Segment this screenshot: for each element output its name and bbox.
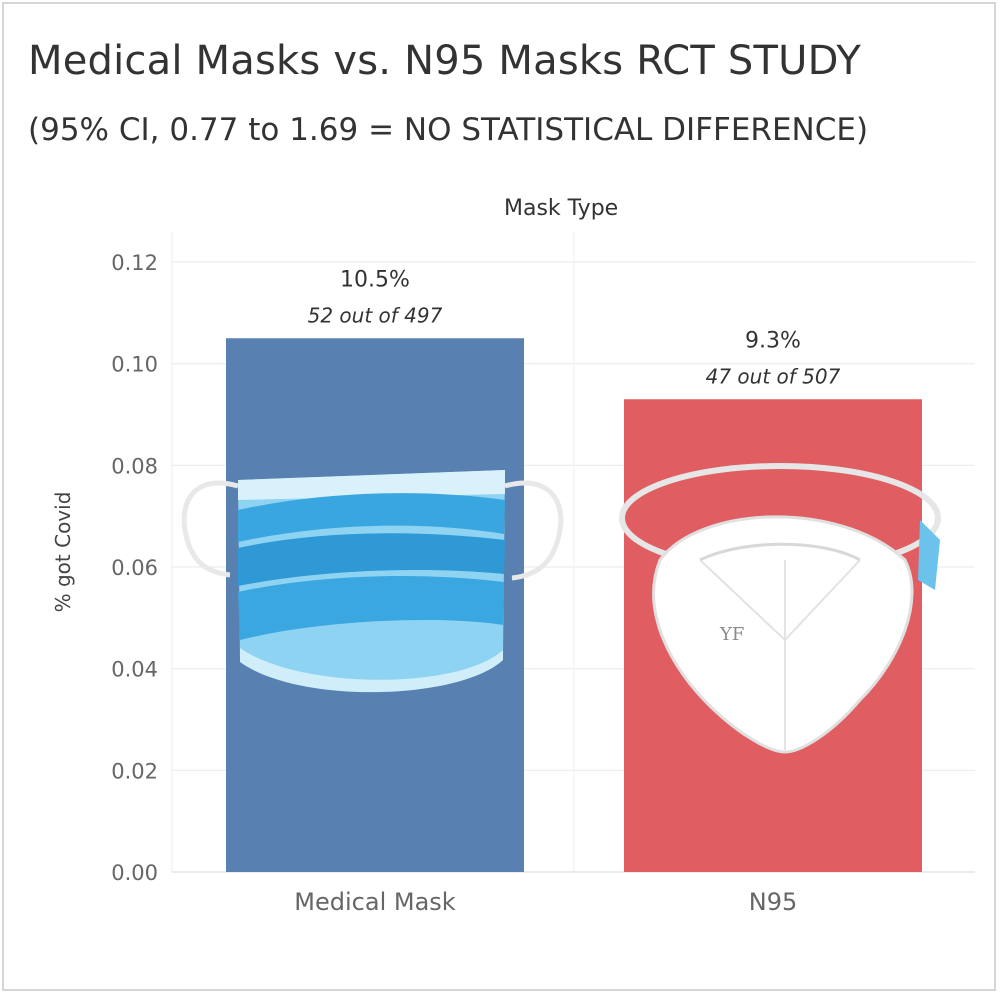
column-header: Mask Type: [504, 196, 619, 221]
surgical-mask-icon: [181, 470, 564, 693]
y-tick-label: 0.00: [111, 861, 158, 885]
mask-illustrations: YF: [181, 463, 941, 754]
chart-subtitle: (95% CI, 0.77 to 1.69 = NO STATISTICAL D…: [28, 112, 869, 148]
n95-respirator-icon: YF: [619, 463, 941, 754]
y-tick-label: 0.10: [111, 353, 158, 377]
count-label: 52 out of 497: [308, 303, 443, 327]
y-axis-label: % got Covid: [51, 492, 75, 613]
value-label: 9.3%: [745, 328, 801, 353]
y-tick-label: 0.04: [111, 658, 158, 682]
labels: 10.5% 52 out of 497 Medical Mask 9.3% 47 out…: [294, 267, 840, 916]
y-tick-label: 0.12: [111, 251, 158, 275]
y-tick-label: 0.02: [111, 759, 158, 783]
category-label: Medical Mask: [294, 888, 455, 916]
category-label: N95: [749, 888, 798, 916]
y-tick-label: 0.06: [111, 556, 158, 580]
y-tick-label: 0.08: [111, 454, 158, 478]
chart-title: Medical Masks vs. N95 Masks RCT STUDY: [28, 38, 862, 84]
count-label: 47 out of 507: [706, 364, 841, 388]
svg-text:YF: YF: [719, 624, 744, 645]
value-label: 10.5%: [340, 267, 410, 292]
y-axis: % got Covid 0.00 0.02 0.04 0.06 0.08 0.10 0.12: [51, 251, 158, 885]
